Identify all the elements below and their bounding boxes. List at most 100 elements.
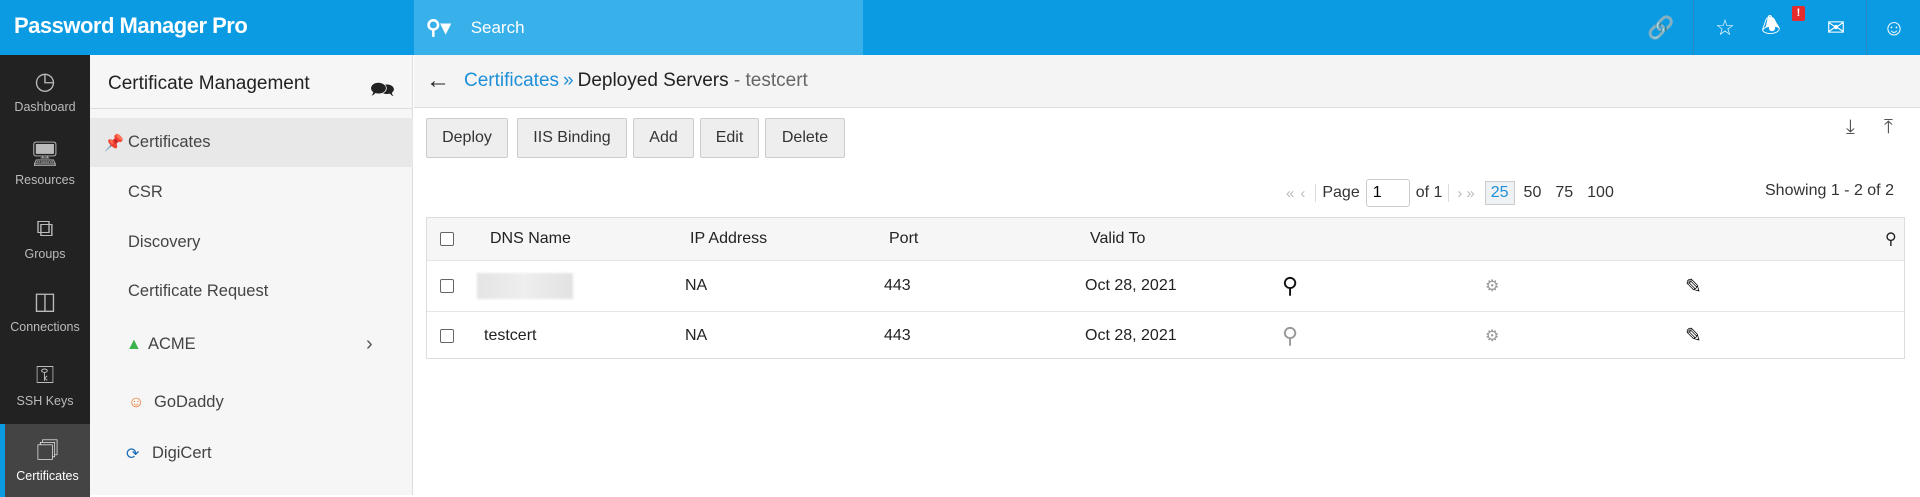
- edit-icon[interactable]: ✎: [1685, 275, 1702, 298]
- table-search-icon[interactable]: ⚲: [1885, 231, 1897, 248]
- sidebar-item-label: Certificate Request: [128, 282, 269, 300]
- rail-label: Connections: [10, 319, 80, 334]
- key-icon[interactable]: ⚲: [1282, 273, 1299, 298]
- breadcrumb-certificates-link[interactable]: Certificates: [464, 70, 560, 91]
- rail-label: Dashboard: [14, 99, 76, 114]
- export-icon[interactable]: ⤒: [1884, 116, 1893, 138]
- rail-item-resources[interactable]: 🖥 Resources: [0, 128, 90, 201]
- delete-button[interactable]: Delete: [765, 118, 845, 158]
- sidebar-item-label: Discovery: [128, 233, 201, 251]
- monitor-icon: 🖥: [29, 140, 61, 168]
- dashboard-icon: ◷: [34, 67, 56, 95]
- search-bar[interactable]: ⚲▾: [414, 0, 863, 55]
- link-icon[interactable]: 🔗: [1647, 14, 1675, 40]
- next-page-icon[interactable]: ›: [1457, 184, 1463, 202]
- certificate-chat-icon[interactable]: 🗪: [370, 79, 395, 101]
- nav-rail: ◷ Dashboard 🖥 Resources ⧉ Groups ◫ Connectio…: [0, 55, 90, 497]
- select-all-checkbox[interactable]: [440, 232, 454, 246]
- rail-item-groups[interactable]: ⧉ Groups: [0, 202, 90, 275]
- page-size-75[interactable]: 75: [1555, 184, 1574, 201]
- user-icon[interactable]: ☺: [1882, 14, 1906, 40]
- breadcrumb: ← Certificates » Deployed Servers - test…: [414, 55, 1920, 108]
- page-input[interactable]: [1365, 179, 1410, 207]
- column-port[interactable]: Port: [889, 230, 919, 247]
- column-dns-name[interactable]: DNS Name: [490, 230, 571, 247]
- divider: [90, 108, 413, 109]
- dns-cell: testcert: [484, 326, 537, 344]
- search-icon[interactable]: ⚲▾: [426, 17, 451, 39]
- page-subtitle: - testcert: [728, 70, 808, 91]
- gear-deploy-icon[interactable]: ⚙: [1485, 327, 1500, 345]
- edit-button[interactable]: Edit: [700, 118, 759, 158]
- import-icon[interactable]: ⤓: [1846, 116, 1855, 138]
- back-arrow-icon[interactable]: ←: [426, 67, 450, 94]
- rail-item-connections[interactable]: ◫ Connections: [0, 275, 90, 348]
- rail-label: Resources: [15, 172, 75, 187]
- valid-to-cell: Oct 28, 2021: [1085, 326, 1177, 344]
- ip-cell: NA: [685, 326, 708, 344]
- port-cell: 443: [884, 277, 911, 294]
- column-valid-to[interactable]: Valid To: [1090, 230, 1146, 247]
- rail-label: Certificates: [16, 468, 79, 483]
- bell-icon[interactable]: 🕭: [1761, 12, 1781, 38]
- page-size-25[interactable]: 25: [1484, 181, 1515, 205]
- table-row: NA 443 Oct 28, 2021 ⚲ ⚙ ✎: [427, 261, 1904, 312]
- app-logo: Password Manager Pro: [14, 13, 248, 38]
- rail-label: Groups: [24, 246, 66, 261]
- column-ip-address[interactable]: IP Address: [690, 230, 768, 247]
- page-size-50[interactable]: 50: [1523, 184, 1542, 201]
- pin-icon: 📌: [104, 134, 124, 152]
- rail-item-ssh-keys[interactable]: ⚿ SSH Keys: [0, 349, 90, 422]
- acme-icon: ▲: [126, 335, 142, 353]
- page-title: Deployed Servers: [577, 70, 729, 91]
- sidebar-item-acme[interactable]: ▲ ACME ›: [90, 320, 413, 369]
- row-checkbox[interactable]: [440, 328, 454, 343]
- sidebar-item-label: ACME: [148, 335, 196, 353]
- sidebar-item-godaddy[interactable]: ☺ GoDaddy: [90, 378, 413, 427]
- rail-item-dashboard[interactable]: ◷ Dashboard: [0, 55, 90, 128]
- first-page-icon[interactable]: «: [1286, 184, 1295, 202]
- sidebar-item-csr[interactable]: CSR: [90, 168, 413, 217]
- iis-binding-button[interactable]: IIS Binding: [517, 118, 627, 158]
- sidebar-item-label: Certificates: [128, 133, 211, 151]
- sidebar-item-certificates[interactable]: 📌 Certificates: [90, 118, 413, 167]
- last-page-icon[interactable]: »: [1466, 184, 1475, 202]
- row-checkbox[interactable]: [440, 279, 454, 293]
- key-icon[interactable]: ⚲: [1282, 322, 1299, 348]
- port-cell: 443: [884, 326, 911, 344]
- divider: [1693, 0, 1694, 55]
- divider: [1866, 0, 1867, 55]
- page-label: Page: [1315, 184, 1360, 202]
- edit-icon[interactable]: ✎: [1685, 325, 1702, 347]
- search-input[interactable]: [470, 17, 831, 38]
- sidebar-item-label: DigiCert: [152, 444, 212, 462]
- chevron-right-icon: ›: [366, 333, 373, 355]
- deploy-button[interactable]: Deploy: [426, 118, 508, 158]
- pagination: « ‹ Page of 1 › » 25 50 75 100: [1286, 179, 1621, 207]
- connections-icon: ◫: [33, 287, 57, 315]
- digicert-icon: ⟳: [126, 445, 140, 463]
- page-size-100[interactable]: 100: [1587, 184, 1614, 201]
- add-button[interactable]: Add: [633, 118, 694, 158]
- user-star-icon[interactable]: ☆: [1715, 14, 1735, 40]
- prev-page-icon[interactable]: ‹: [1300, 184, 1306, 202]
- gear-deploy-icon[interactable]: ⚙: [1485, 278, 1500, 295]
- sidebar-item-discovery[interactable]: Discovery: [90, 218, 413, 267]
- sidebar-item-certificate-request[interactable]: Certificate Request: [90, 267, 413, 316]
- sidebar-item-digicert[interactable]: ⟳ DigiCert: [90, 429, 413, 478]
- page-total: of 1: [1416, 184, 1450, 202]
- rail-item-certificates[interactable]: 🗇 Certificates: [0, 424, 90, 497]
- godaddy-icon: ☺: [128, 393, 145, 411]
- table-header: DNS Name IP Address Port Valid To ⚲: [427, 218, 1904, 261]
- certificate-icon: 🗇: [36, 436, 59, 464]
- valid-to-cell: Oct 28, 2021: [1085, 277, 1177, 294]
- breadcrumb-separator: »: [563, 70, 574, 91]
- deployed-servers-table: DNS Name IP Address Port Valid To ⚲ NA 4…: [426, 217, 1905, 359]
- sidebar-item-label: GoDaddy: [154, 393, 224, 411]
- top-header: Password Manager Pro ⚲▾ 🔗 ☆ 🕭 ! ✉ ☺: [0, 0, 1920, 55]
- showing-count: Showing 1 - 2 of 2: [1765, 182, 1894, 199]
- sidebar: Certificate Management 🗪 📌 Certificates C…: [90, 55, 413, 495]
- sidebar-title: Certificate Management: [108, 73, 310, 94]
- mail-icon[interactable]: ✉: [1826, 14, 1846, 40]
- table-row: testcert NA 443 Oct 28, 2021 ⚲ ⚙ ✎: [427, 312, 1904, 359]
